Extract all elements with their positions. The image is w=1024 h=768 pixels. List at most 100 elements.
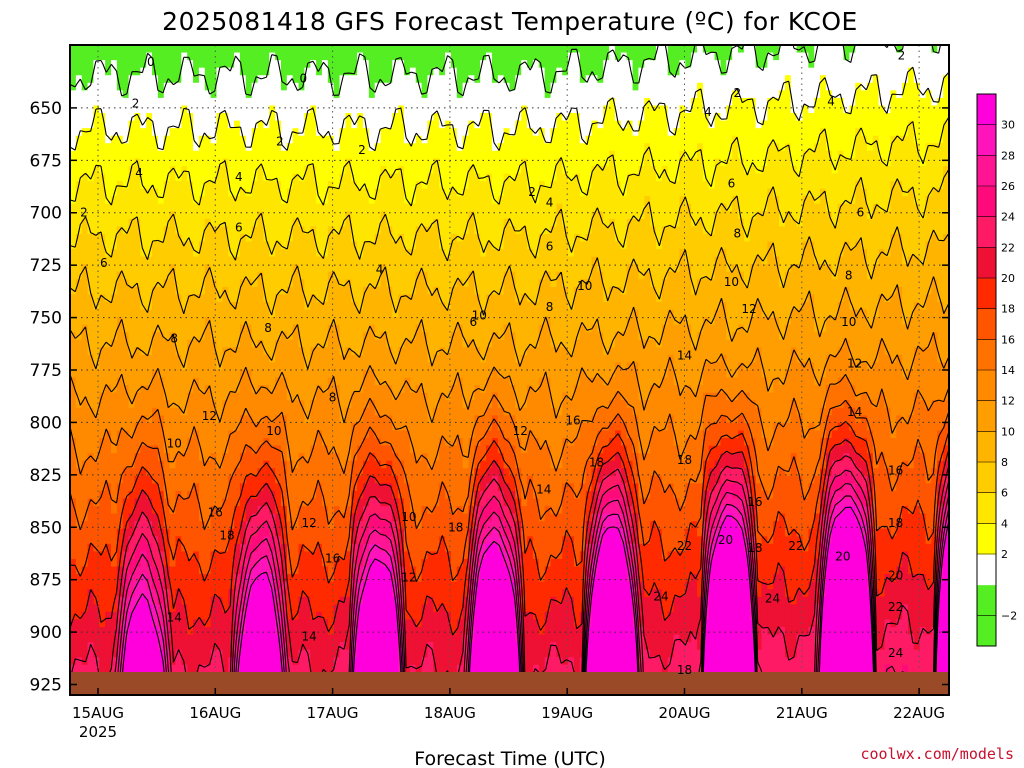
contour-label: 6 bbox=[857, 206, 865, 220]
colorbar-swatch bbox=[977, 308, 996, 340]
contour-label: 8 bbox=[170, 332, 178, 346]
y-tick-label: 700 bbox=[30, 204, 62, 224]
contour-label-text: 2 bbox=[528, 185, 536, 199]
contour-label-text: 6 bbox=[235, 220, 243, 234]
colorbar-tick-label: 6 bbox=[1001, 487, 1008, 500]
contour-label: 16 bbox=[325, 552, 340, 566]
colorbar-swatch bbox=[977, 554, 996, 586]
contour-label-text: 8 bbox=[733, 227, 741, 241]
contour-label-text: 22 bbox=[677, 539, 692, 553]
contour-label-text: 12 bbox=[513, 424, 528, 438]
contour-label: 16 bbox=[747, 495, 762, 509]
contour-label: 10 bbox=[472, 308, 487, 322]
y-tick-label: 725 bbox=[30, 256, 62, 276]
x-axis-label: Forecast Time (UTC) bbox=[414, 748, 605, 768]
contour-label-text: 24 bbox=[653, 589, 668, 603]
temperature-field bbox=[70, 45, 949, 695]
x-tick-sublabel: 2025 bbox=[79, 723, 117, 741]
contour-label: 18 bbox=[589, 455, 604, 469]
x-tick-label: 22AUG bbox=[893, 704, 945, 722]
contour-label-text: 16 bbox=[747, 495, 762, 509]
contour-label-text: 10 bbox=[841, 315, 856, 329]
colorbar-swatch bbox=[977, 431, 996, 463]
x-tick-label: 17AUG bbox=[307, 704, 359, 722]
contour-label-text: 8 bbox=[845, 269, 853, 283]
contour-label-text: 12 bbox=[401, 571, 416, 585]
colorbar-swatch bbox=[977, 94, 996, 126]
contour-label-text: 16 bbox=[325, 552, 340, 566]
colorbar-tick-label: 26 bbox=[1001, 180, 1015, 193]
x-tick-label: 16AUG bbox=[189, 704, 241, 722]
colorbar-tick-label: 2 bbox=[1001, 548, 1008, 561]
contour-label: 20 bbox=[718, 533, 733, 547]
contour-label: 12 bbox=[847, 357, 862, 371]
colorbar-swatch bbox=[977, 155, 996, 187]
contour-label-text: 10 bbox=[472, 308, 487, 322]
contour-label: 16 bbox=[565, 413, 580, 427]
contour-label-text: 2 bbox=[276, 134, 284, 148]
colorbar-tick-label: 4 bbox=[1001, 517, 1008, 530]
contour-label-text: 4 bbox=[546, 195, 554, 209]
contour-label-text: 12 bbox=[202, 409, 217, 423]
contour-label-text: 18 bbox=[448, 520, 463, 534]
contour-label: 0 bbox=[147, 55, 155, 69]
contour-label: 2 bbox=[80, 206, 88, 220]
y-tick-label: 900 bbox=[30, 623, 62, 643]
colorbar-tick-label: 8 bbox=[1001, 456, 1008, 469]
contour-label-text: 0 bbox=[299, 72, 307, 86]
colorbar-tick-label: 18 bbox=[1001, 303, 1015, 316]
contour-label: 22 bbox=[888, 600, 903, 614]
x-tick-label: 21AUG bbox=[776, 704, 828, 722]
contour-label-text: 18 bbox=[219, 529, 234, 543]
contour-label: 12 bbox=[202, 409, 217, 423]
contour-label-text: 18 bbox=[677, 453, 692, 467]
colorbar-swatch bbox=[977, 186, 996, 218]
contour-label: 18 bbox=[747, 541, 762, 555]
colorbar-swatch bbox=[977, 278, 996, 310]
y-axis: 650 675 700 725 750 775 800 825 850 875 900 925 bbox=[30, 99, 949, 696]
contour-label-text: 24 bbox=[888, 646, 903, 660]
contour-label-text: 10 bbox=[724, 275, 739, 289]
contour-label: 4 bbox=[235, 170, 243, 184]
colorbar-tick-label: 28 bbox=[1001, 149, 1015, 162]
contour-label: 10 bbox=[167, 436, 182, 450]
colorbar-tick-label: 22 bbox=[1001, 241, 1015, 254]
contour-label: 8 bbox=[845, 269, 853, 283]
contour-label-text: 16 bbox=[208, 506, 223, 520]
contour-label-text: 16 bbox=[888, 464, 903, 478]
contour-label: 2 bbox=[276, 134, 284, 148]
contour-label-text: 6 bbox=[470, 315, 478, 329]
contour-label-text: 4 bbox=[235, 170, 243, 184]
colorbar-swatch bbox=[977, 124, 996, 156]
colorbar-tick-label: 30 bbox=[1001, 119, 1015, 132]
colorbar-swatch bbox=[977, 370, 996, 402]
y-tick-label: 850 bbox=[30, 518, 62, 538]
contour-label-text: 14 bbox=[847, 405, 862, 419]
contour-label-text: 2 bbox=[898, 48, 906, 62]
contour-label-text: 6 bbox=[546, 239, 554, 253]
contour-label-text: 8 bbox=[264, 321, 272, 335]
contour-label-text: 8 bbox=[170, 332, 178, 346]
x-tick-label: 15AUG bbox=[72, 704, 124, 722]
colorbar-tick-label: 14 bbox=[1001, 364, 1015, 377]
contour-label: 24 bbox=[888, 646, 903, 660]
contour-label: 0 bbox=[299, 72, 307, 86]
contour-label-text: 4 bbox=[704, 105, 712, 119]
contour-label-text: 14 bbox=[167, 610, 182, 624]
contour-label: 12 bbox=[301, 516, 316, 530]
contour-label-text: 12 bbox=[301, 516, 316, 530]
y-tick-label: 750 bbox=[30, 309, 62, 329]
contour-label: 18 bbox=[677, 663, 692, 677]
contour-label-text: 2 bbox=[80, 206, 88, 220]
contour-label: 2 bbox=[132, 97, 140, 111]
colorbar-tick-label: 16 bbox=[1001, 333, 1015, 346]
contour-label-text: 14 bbox=[536, 483, 551, 497]
contour-label: 18 bbox=[888, 516, 903, 530]
contour-label-text: 10 bbox=[266, 424, 281, 438]
contour-label: 14 bbox=[536, 483, 551, 497]
contour-label-text: 2 bbox=[132, 97, 140, 111]
chart-title: 2025081418 GFS Forecast Temperature (ºC)… bbox=[162, 7, 858, 36]
credit-text: coolwx.com/models bbox=[860, 745, 1014, 763]
contour-label-text: 22 bbox=[788, 539, 803, 553]
contour-label: 10 bbox=[401, 510, 416, 524]
